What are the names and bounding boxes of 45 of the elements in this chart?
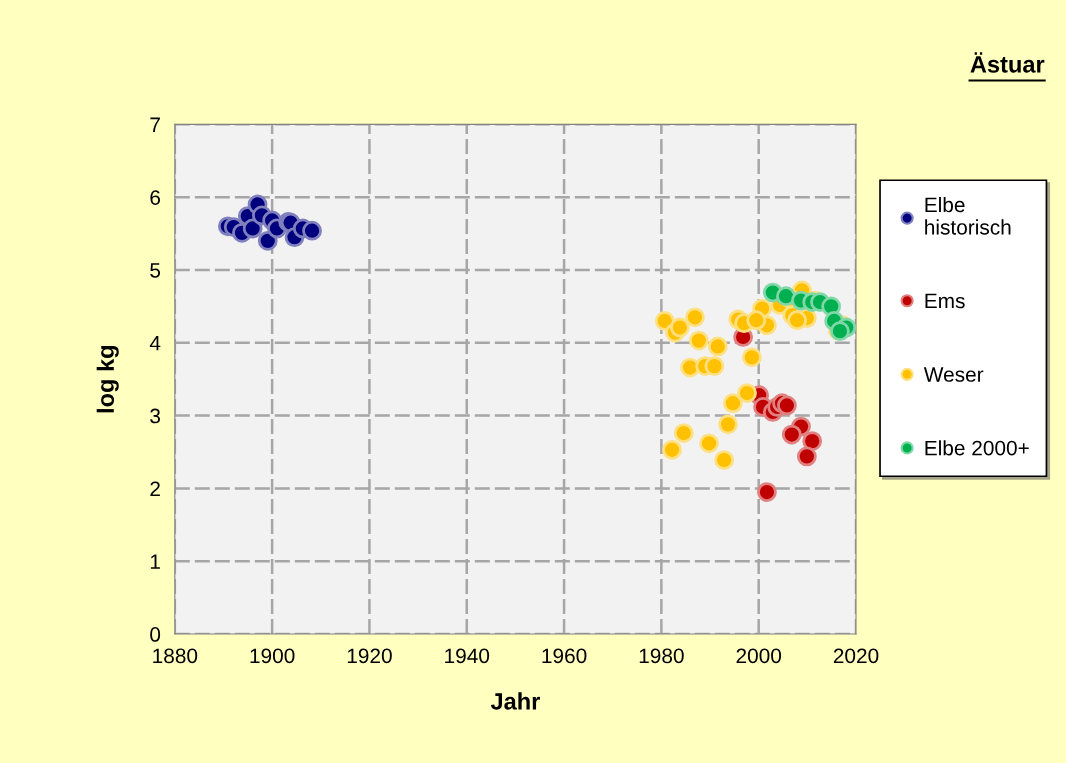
- point: [741, 347, 762, 368]
- point: [757, 482, 777, 502]
- point: [777, 395, 797, 416]
- point: [673, 423, 694, 443]
- x-tick-label: 1920: [347, 648, 392, 664]
- point: [699, 433, 719, 454]
- point: [704, 356, 725, 376]
- text: Ästuar: [970, 52, 1045, 73]
- point: [707, 336, 728, 357]
- point: [688, 330, 709, 351]
- x-tick-label: 1940: [445, 648, 490, 664]
- y-tick-label: 4: [149, 336, 161, 351]
- point: [669, 317, 690, 338]
- x-tick-label: 2000: [736, 648, 782, 664]
- y-tick-label: 1: [150, 554, 160, 569]
- x-tick-label: 2020: [833, 648, 879, 664]
- x-axis-title: Jahr: [490, 692, 540, 710]
- point: [781, 424, 802, 445]
- point: [714, 450, 735, 470]
- legend-label: Weser: [923, 367, 984, 382]
- point: [787, 310, 808, 331]
- y-tick-label: 7: [150, 117, 160, 132]
- legend-label: Ems: [925, 293, 965, 309]
- y-tick-label: 6: [150, 190, 161, 205]
- y-axis-title: log kg: [96, 346, 119, 413]
- point: [737, 383, 757, 403]
- point: [302, 220, 322, 241]
- x-tick-label: 1900: [250, 648, 295, 664]
- point: [746, 310, 767, 331]
- x-tick-label: 1980: [639, 648, 684, 664]
- x-tick-label: 1960: [542, 648, 587, 664]
- y-tick-label: 3: [150, 408, 161, 424]
- point: [802, 431, 823, 451]
- y-tick-label: 5: [150, 263, 161, 278]
- point: [662, 439, 682, 460]
- point: [796, 446, 817, 467]
- y-tick-label: 2: [150, 481, 160, 496]
- point: [685, 307, 705, 328]
- point: [723, 393, 743, 414]
- legend-label: Elbe historisch: [925, 196, 1011, 235]
- point: [242, 218, 263, 239]
- x-tick-label: 1880: [153, 648, 198, 664]
- legend-label: Elbe 2000+: [925, 440, 1029, 456]
- y-tick-label: 0: [150, 627, 161, 642]
- point: [718, 414, 738, 435]
